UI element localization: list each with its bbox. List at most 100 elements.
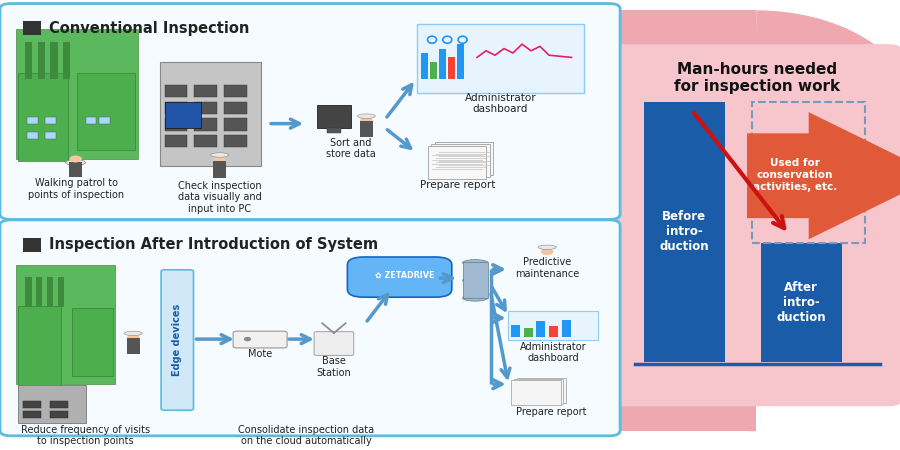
Bar — [562, 320, 571, 337]
Bar — [165, 85, 187, 97]
Bar — [194, 85, 217, 97]
Bar — [22, 21, 40, 36]
Text: Inspection After Introduction of System: Inspection After Introduction of System — [49, 237, 378, 252]
Bar — [50, 42, 58, 80]
Bar — [457, 44, 464, 80]
Bar — [22, 238, 40, 252]
Bar — [549, 326, 558, 337]
Text: Conventional Inspection: Conventional Inspection — [49, 21, 249, 36]
Ellipse shape — [213, 155, 226, 162]
Bar — [224, 102, 247, 114]
Bar — [22, 411, 40, 418]
Ellipse shape — [69, 155, 82, 162]
Bar — [27, 132, 38, 139]
FancyBboxPatch shape — [514, 379, 563, 405]
Bar — [36, 277, 42, 307]
Ellipse shape — [244, 337, 251, 342]
Text: Man-hours needed
for inspection work: Man-hours needed for inspection work — [674, 62, 840, 94]
Bar — [50, 411, 68, 418]
Ellipse shape — [463, 277, 488, 284]
Text: Used for
conservation
activities, etc.: Used for conservation activities, etc. — [753, 158, 837, 192]
Bar — [72, 308, 112, 376]
Text: Prepare report: Prepare report — [517, 407, 587, 417]
Bar — [760, 243, 842, 362]
FancyBboxPatch shape — [0, 4, 620, 220]
Bar — [430, 62, 436, 80]
Bar — [18, 73, 68, 161]
Bar — [18, 306, 61, 386]
Ellipse shape — [541, 248, 554, 255]
Bar — [99, 117, 110, 124]
Ellipse shape — [463, 295, 488, 301]
Bar — [16, 29, 138, 159]
Text: Mote: Mote — [248, 349, 272, 359]
FancyBboxPatch shape — [0, 220, 620, 436]
Bar — [45, 132, 56, 139]
Bar — [45, 117, 56, 124]
Ellipse shape — [124, 331, 142, 336]
Bar — [213, 161, 226, 178]
Bar — [27, 117, 38, 124]
Ellipse shape — [127, 334, 140, 342]
Bar — [86, 117, 96, 124]
Ellipse shape — [538, 245, 556, 249]
FancyBboxPatch shape — [435, 142, 493, 176]
Bar — [47, 277, 53, 307]
Bar — [38, 42, 45, 80]
Bar — [165, 135, 187, 148]
FancyBboxPatch shape — [165, 103, 201, 128]
Bar — [536, 321, 545, 337]
FancyBboxPatch shape — [161, 270, 194, 410]
Text: Consolidate inspection data
on the cloud automatically: Consolidate inspection data on the cloud… — [238, 425, 374, 446]
Bar — [360, 121, 373, 137]
FancyBboxPatch shape — [508, 311, 598, 340]
Bar — [69, 162, 82, 177]
Bar — [50, 401, 68, 409]
Bar — [644, 102, 725, 362]
Bar — [317, 105, 351, 128]
Text: Prepare report: Prepare report — [419, 180, 495, 190]
Bar — [165, 102, 187, 114]
Bar — [16, 265, 115, 384]
Text: Administrator
dashboard: Administrator dashboard — [520, 342, 587, 363]
Text: Check inspection
data visually and
input into PC: Check inspection data visually and input… — [177, 180, 262, 214]
Text: Base
Station: Base Station — [317, 356, 351, 378]
Bar — [22, 401, 40, 409]
Bar — [327, 128, 341, 133]
Text: Before
intro-
duction: Before intro- duction — [659, 210, 709, 253]
Bar — [194, 102, 217, 114]
Bar — [194, 135, 217, 148]
Ellipse shape — [66, 160, 86, 165]
Text: Walking patrol to
points of inspection: Walking patrol to points of inspection — [29, 178, 124, 200]
FancyBboxPatch shape — [428, 146, 486, 179]
Bar — [524, 328, 533, 337]
FancyBboxPatch shape — [747, 112, 900, 239]
FancyBboxPatch shape — [314, 332, 354, 356]
Bar — [18, 386, 86, 423]
Text: Predictive
maintenance: Predictive maintenance — [515, 257, 580, 279]
Bar — [63, 42, 70, 80]
Bar — [165, 118, 187, 130]
Text: Edge devices: Edge devices — [172, 304, 183, 376]
Bar — [224, 85, 247, 97]
Bar — [160, 62, 261, 166]
Bar — [58, 277, 64, 307]
Bar — [194, 118, 217, 130]
Bar — [25, 277, 32, 307]
Bar — [76, 73, 135, 150]
Bar — [448, 58, 454, 80]
FancyBboxPatch shape — [511, 380, 561, 405]
Bar — [752, 102, 865, 243]
Text: Administrator
dashboard: Administrator dashboard — [464, 93, 536, 114]
Text: Sort and
store data: Sort and store data — [326, 138, 376, 159]
Bar — [421, 53, 428, 80]
Bar — [439, 49, 446, 80]
Text: Reduce frequency of visits
to inspection points: Reduce frequency of visits to inspection… — [21, 425, 150, 446]
Ellipse shape — [360, 117, 373, 124]
FancyBboxPatch shape — [517, 378, 566, 403]
FancyBboxPatch shape — [347, 257, 452, 297]
Ellipse shape — [463, 260, 488, 266]
Bar — [463, 262, 488, 298]
FancyBboxPatch shape — [612, 44, 900, 406]
FancyBboxPatch shape — [431, 144, 490, 177]
